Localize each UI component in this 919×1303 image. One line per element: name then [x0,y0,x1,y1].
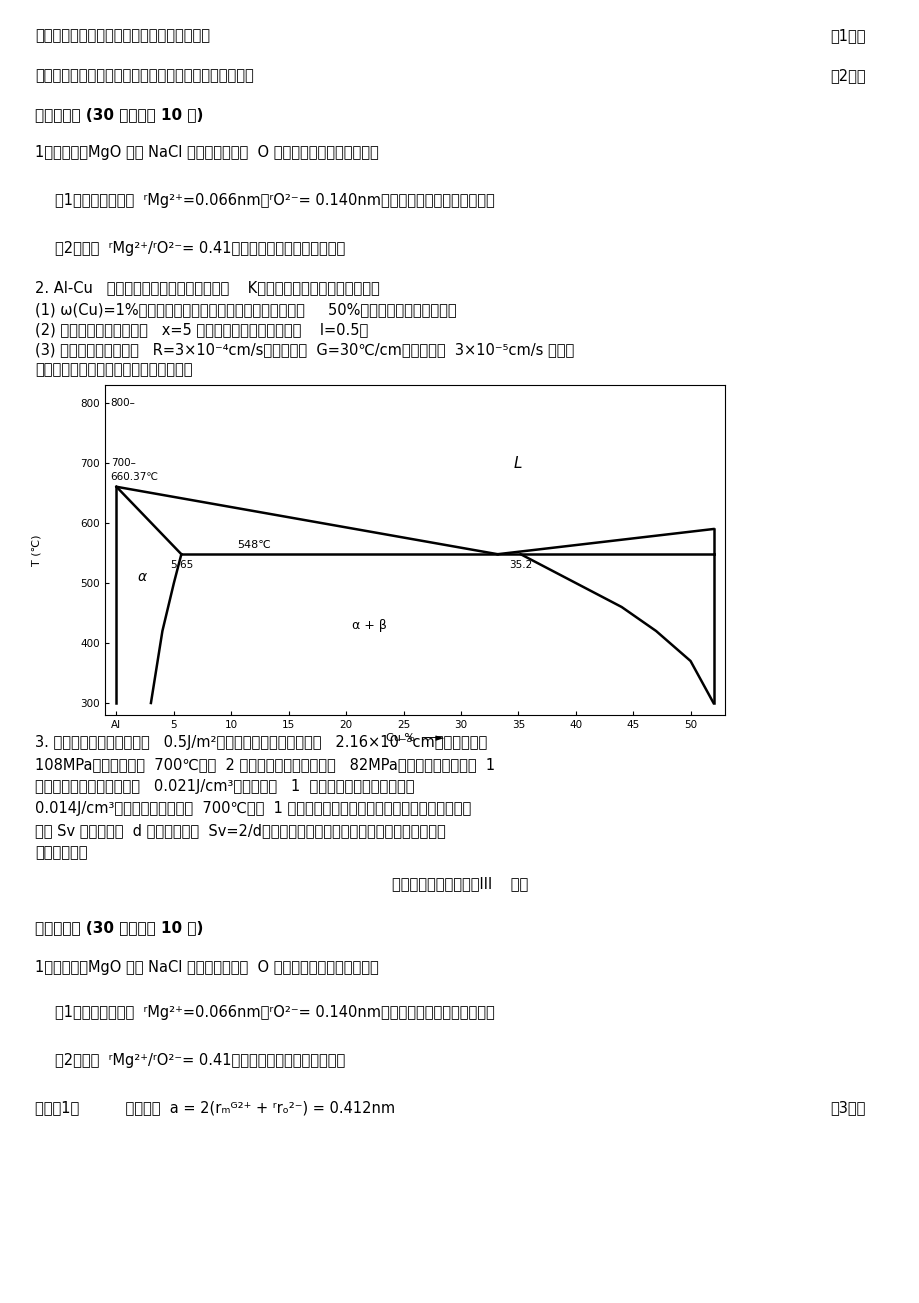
Text: 2. Al-Cu   合金相图如图所示，设分配系数    K和液相线斜率均为常数，试求：: 2. Al-Cu 合金相图如图所示，设分配系数 K和液相线斜率均为常数，试求： [35,280,380,294]
Text: 5.65: 5.65 [169,560,193,571]
Text: 五、计算题 (30 分，每题 10 分): 五、计算题 (30 分，每题 10 分) [35,920,203,936]
Text: 0.014J/cm³。求如果该合金只在  700℃保温  1 小时后的屈服强度。（已知合金单位体积内界面: 0.014J/cm³。求如果该合金只在 700℃保温 1 小时后的屈服强度。（已… [35,801,471,816]
Text: α: α [137,569,146,584]
Text: （1）若其离子半径  ʳMg²⁺=0.066nm，ʳO²⁻= 0.140nm，则其原子堆积密度为多少？: （1）若其离子半径 ʳMg²⁺=0.066nm，ʳO²⁻= 0.140nm，则其… [55,193,494,208]
Text: 700–: 700– [110,457,135,468]
Text: （2分）: （2分） [829,68,865,83]
Text: 小时时测得该合金放出热量   0.021J/cm³，继续保温   1  小时测得该合金又放出热量: 小时时测得该合金放出热量 0.021J/cm³，继续保温 1 小时测得该合金又放… [35,779,414,794]
Text: 面积 Sv 与晶粒直径  d 之间的关系为  Sv=2/d，且放出的热量完全由于晶粒长大、晶界总面积: 面积 Sv 与晶粒直径 d 之间的关系为 Sv=2/d，且放出的热量完全由于晶粒… [35,823,446,838]
Text: (1) ω(Cu)=1%固溶体进行缓慢的正常凝固，当凝固分数为     50%时所凝固出的固体成分；: (1) ω(Cu)=1%固溶体进行缓慢的正常凝固，当凝固分数为 50%时所凝固出… [35,302,456,317]
Text: α + β: α + β [351,619,386,632]
Text: 548℃: 548℃ [237,539,271,550]
Text: 1、氧化镁（MgO 具有 NaCl 型结构，即具有  O 离子的面心立方结构。问：: 1、氧化镁（MgO 具有 NaCl 型结构，即具有 O 离子的面心立方结构。问： [35,145,379,160]
Text: 金凝固时能保持平面界面的最大含铜量。: 金凝固时能保持平面界面的最大含铜量。 [35,362,192,377]
Text: （1分）: （1分） [829,27,865,43]
Text: (3) 测得铸件的凝固速率   R=3×10⁻⁴cm/s，温度梯度  G=30℃/cm，扩散系数  3×10⁻⁵cm/s 时，合: (3) 测得铸件的凝固速率 R=3×10⁻⁴cm/s，温度梯度 G=30℃/cm… [35,341,573,357]
Text: 四、计算题 (30 分，每题 10 分): 四、计算题 (30 分，每题 10 分) [35,107,203,122]
Text: 660.37℃: 660.37℃ [110,472,159,482]
Text: （1）若其离子半径  ʳMg²⁺=0.066nm，ʳO²⁻= 0.140nm，则其原子堆积密度为多少？: （1）若其离子半径 ʳMg²⁺=0.066nm，ʳO²⁻= 0.140nm，则其… [55,1005,494,1020]
Text: 800–: 800– [110,397,135,408]
Text: （3分）: （3分） [829,1100,865,1115]
Text: 高温机制：对应多边化（位错的滑移＋攀移）: 高温机制：对应多边化（位错的滑移＋攀移） [35,27,210,43]
Text: L: L [514,456,522,470]
Text: （2）如果  ʳMg²⁺/ʳO²⁻= 0.41，则原子堆积密度是否改变？: （2）如果 ʳMg²⁺/ʳO²⁻= 0.41，则原子堆积密度是否改变？ [55,241,345,255]
Text: 答：（1）          点阵常数  a = 2(rₘᴳ²⁺ + ʳrₒ²⁻) = 0.412nm: 答：（1） 点阵常数 a = 2(rₘᴳ²⁺ + ʳrₒ²⁻) = 0.412n… [35,1100,394,1115]
Text: 108MPa。对该合金在  700℃退火  2 小时后其屈服强度降低为   82MPa。在退火过程中保温  1: 108MPa。对该合金在 700℃退火 2 小时后其屈服强度降低为 82MPa。… [35,757,494,771]
Text: 减少所致。）: 减少所致。） [35,846,87,860]
Text: (2) 经过一次区域熔化后在   x=5 处的固体成分，取熔区宽度    l=0.5；: (2) 经过一次区域熔化后在 x=5 处的固体成分，取熔区宽度 l=0.5； [35,322,368,337]
X-axis label: Cu %  ──►: Cu % ──► [386,732,444,743]
Text: 《材料科学基础》试卷III    答案: 《材料科学基础》试卷III 答案 [391,876,528,891]
Text: 35.2: 35.2 [508,560,532,571]
Text: 驱动力：冷变形过程中的存储能（主要是点阵畸变能）。: 驱动力：冷变形过程中的存储能（主要是点阵畸变能）。 [35,68,254,83]
Text: 3. 有一合金试样其晶界能为   0.5J/m²，在退火前原始晶粒直径为   2.16×10⁻³cm，屈服强度为: 3. 有一合金试样其晶界能为 0.5J/m²，在退火前原始晶粒直径为 2.16×… [35,735,487,751]
Text: 1、氧化镁（MgO 具有 NaCl 型结构，即具有  O 离子的面心立方结构。问：: 1、氧化镁（MgO 具有 NaCl 型结构，即具有 O 离子的面心立方结构。问： [35,960,379,975]
Text: T (℃): T (℃) [31,534,41,566]
Text: （2）如果  ʳMg²⁺/ʳO²⁻= 0.41，则原子堆积密度是否改变？: （2）如果 ʳMg²⁺/ʳO²⁻= 0.41，则原子堆积密度是否改变？ [55,1053,345,1068]
